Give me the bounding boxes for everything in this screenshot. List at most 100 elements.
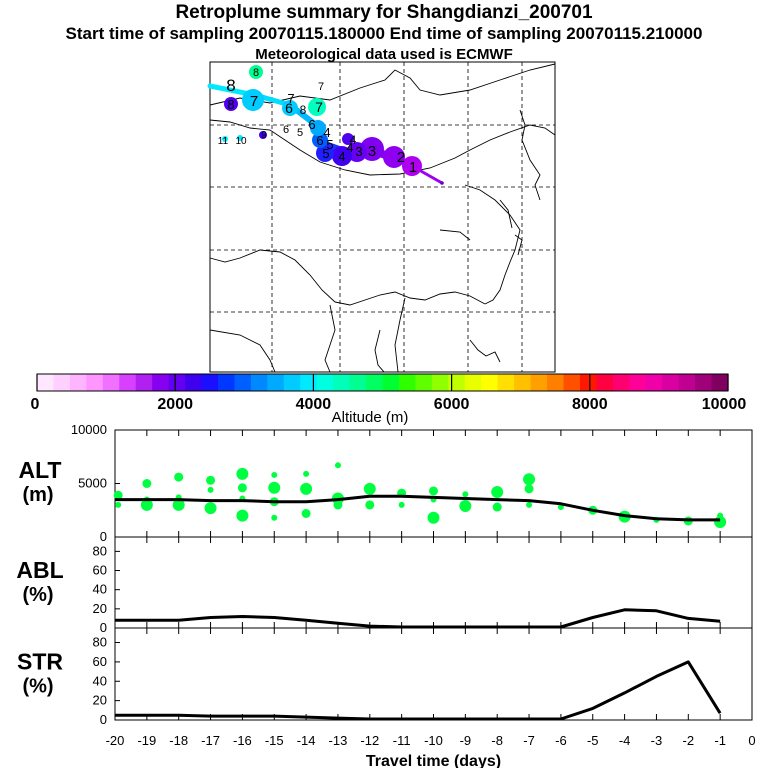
colorbar-cell (37, 374, 55, 391)
scatter-point (236, 467, 249, 480)
colorbar-cell (102, 374, 120, 391)
x-tick-label: -12 (360, 733, 379, 748)
colorbar-cell (398, 374, 417, 391)
panel-unit: (m) (22, 484, 53, 506)
plume-cluster (342, 133, 354, 145)
map-grid (210, 62, 555, 372)
colorbar-cell (563, 374, 581, 391)
scatter-point (115, 501, 122, 508)
x-tick-label: -19 (137, 733, 156, 748)
scatter-point (303, 470, 310, 477)
x-tick-label: 0 (748, 733, 755, 748)
altitude-colorbar: 0 2000 4000 6000 8000 10000 Altitude (m) (31, 373, 746, 426)
plume-day-labels: 1 2 3 3 4 4 4 5 5 6 4 6 5 6 9 7 8 6 7 7 … (218, 67, 417, 176)
colorbar-cell (349, 374, 367, 391)
colorbar-cell (481, 374, 499, 391)
scatter-point (140, 498, 153, 511)
map-label: 4 (338, 149, 345, 164)
plume-cluster (222, 136, 228, 142)
colorbar-cell (53, 374, 71, 391)
colorbar-cell (185, 374, 203, 391)
y-tick-label: 80 (93, 635, 107, 650)
colorbar-tick-label: 2000 (157, 396, 193, 413)
map-label: 4 (346, 140, 353, 155)
colorbar-cell (530, 374, 548, 391)
plume-cluster (383, 146, 405, 168)
plume-cluster (242, 89, 264, 111)
colorbar-cell (514, 374, 532, 391)
colorbar-ticks (36, 374, 729, 391)
plume-clusters (222, 65, 422, 176)
colorbar-cell (135, 374, 153, 391)
plume-cluster (249, 65, 263, 79)
x-tick-label: -4 (619, 733, 631, 748)
y-tick-label: 80 (93, 543, 107, 558)
scatter-point (459, 499, 472, 512)
scatter-point (334, 462, 341, 469)
colorbar-cell (152, 374, 170, 391)
panel-title: ABL (16, 557, 63, 583)
x-tick-label: -9 (460, 733, 472, 748)
plume-cluster (347, 142, 367, 162)
scatter-point (717, 512, 724, 519)
panel-unit: (%) (22, 584, 53, 606)
colorbar-cell (448, 374, 466, 391)
map-label: 7 (315, 99, 323, 115)
plume-cluster (224, 97, 238, 111)
meteorological-data-subtitle: Meteorological data used is ECMWF (255, 46, 513, 63)
colorbar-cell (250, 374, 268, 391)
colorbar-cell (333, 374, 351, 391)
x-tick-label: -1 (714, 733, 726, 748)
map-label: 8 (300, 103, 307, 117)
panel-title: ALT (18, 457, 61, 483)
colorbar-cell (382, 374, 400, 391)
map-label: 8 (253, 67, 259, 79)
map-label: 6 (283, 124, 289, 136)
plume-cluster (316, 144, 334, 162)
plume-cluster (237, 135, 243, 141)
x-tick-label: -5 (587, 733, 599, 748)
panel-frame (114, 627, 753, 721)
scatter-point (113, 490, 123, 500)
x-tick-label: -7 (523, 733, 535, 748)
y-tick-label: 60 (93, 654, 107, 669)
y-tick-label: 40 (93, 582, 107, 597)
map-label: 6 (308, 117, 315, 132)
x-tick-label: -16 (233, 733, 252, 748)
plume-cluster (310, 120, 326, 136)
scatter-point (172, 498, 185, 511)
colorbar-cell (431, 374, 449, 391)
colorbar-cell (596, 374, 614, 391)
map-label: 8 (226, 76, 235, 95)
map-label: 6 (285, 100, 293, 116)
x-tick-label: -13 (329, 733, 348, 748)
x-tick-label: -10 (424, 733, 443, 748)
panel-abl: 0 20 40 60 80 ABL(%) (16, 536, 753, 635)
y-tick-label: 5000 (78, 476, 107, 491)
x-tick-label: -15 (265, 733, 284, 748)
map-label: 4 (350, 133, 357, 147)
map-label: 3 (368, 143, 376, 160)
scatter-point (301, 508, 311, 518)
colorbar-cell (366, 374, 384, 391)
series-line (115, 494, 721, 522)
scatter-point (363, 482, 376, 495)
colorbar-cell (711, 374, 729, 391)
y-tick-label: 0 (100, 620, 107, 635)
map-label: 5 (326, 137, 333, 152)
scatter-point (206, 475, 216, 485)
map-label: 4 (323, 125, 330, 140)
colorbar-cell (678, 374, 696, 391)
y-tick-label: 0 (100, 712, 107, 727)
map-label: 8 (227, 97, 234, 112)
colorbar-cell (86, 374, 104, 391)
colorbar-cell (168, 374, 186, 391)
scatter-point (398, 501, 405, 508)
scatter-point (524, 484, 534, 494)
x-tick-label: -8 (491, 733, 503, 748)
map-label: 6 (316, 133, 323, 148)
map-label: 9 (261, 130, 267, 141)
